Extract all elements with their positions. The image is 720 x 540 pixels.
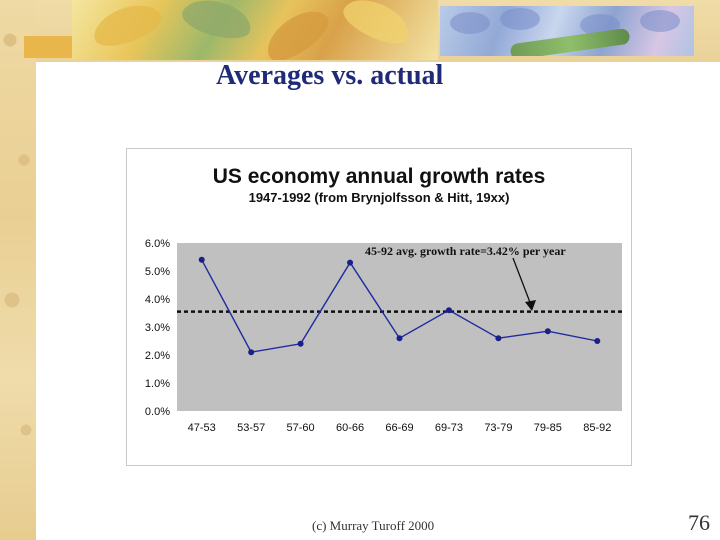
data-point [544, 328, 551, 335]
data-point [396, 335, 403, 342]
y-tick-label: 2.0% [145, 350, 170, 362]
x-tick-label: 66-69 [385, 422, 413, 434]
decor-block [24, 36, 72, 58]
y-tick-label: 1.0% [145, 378, 170, 390]
chart-subtitle: 1947-1992 (from Brynjolfsson & Hitt, 19x… [249, 190, 510, 205]
y-tick-label: 0.0% [145, 406, 170, 418]
chart: US economy annual growth rates 1947-1992… [145, 165, 622, 434]
y-tick-label: 5.0% [145, 266, 170, 278]
leaf-artwork [72, 0, 438, 60]
page-number: 76 [688, 510, 710, 535]
x-tick-label: 53-57 [237, 422, 265, 434]
annotation-arrowhead [525, 300, 536, 311]
x-tick-label: 73-79 [484, 422, 512, 434]
data-point [198, 256, 205, 263]
x-tick-label: 60-66 [336, 422, 364, 434]
data-point [297, 340, 304, 347]
x-tick-label: 85-92 [583, 422, 611, 434]
page-title: Averages vs. actual [216, 60, 444, 91]
data-point [495, 335, 502, 342]
data-point [248, 349, 255, 356]
x-tick-label: 47-53 [188, 422, 216, 434]
x-tick-label: 69-73 [435, 422, 463, 434]
x-tick-label: 57-60 [287, 422, 315, 434]
plot-area [177, 243, 622, 411]
y-tick-label: 4.0% [145, 294, 170, 306]
chart-frame: US economy annual growth rates 1947-1992… [126, 148, 632, 466]
flower-artwork [440, 6, 694, 56]
y-tick-label: 6.0% [145, 238, 170, 250]
footer-credit: (c) Murray Turoff 2000 [312, 518, 435, 533]
annotation-text: 45-92 avg. growth rate=3.42% per year [365, 244, 566, 258]
chart-title: US economy annual growth rates [213, 165, 546, 188]
data-point [594, 338, 601, 344]
y-tick-label: 3.0% [145, 322, 170, 334]
annotation-arrow [512, 257, 532, 306]
left-decor-strip [0, 0, 36, 540]
data-point [445, 307, 452, 314]
x-tick-label: 79-85 [534, 422, 562, 434]
data-point [347, 259, 354, 266]
